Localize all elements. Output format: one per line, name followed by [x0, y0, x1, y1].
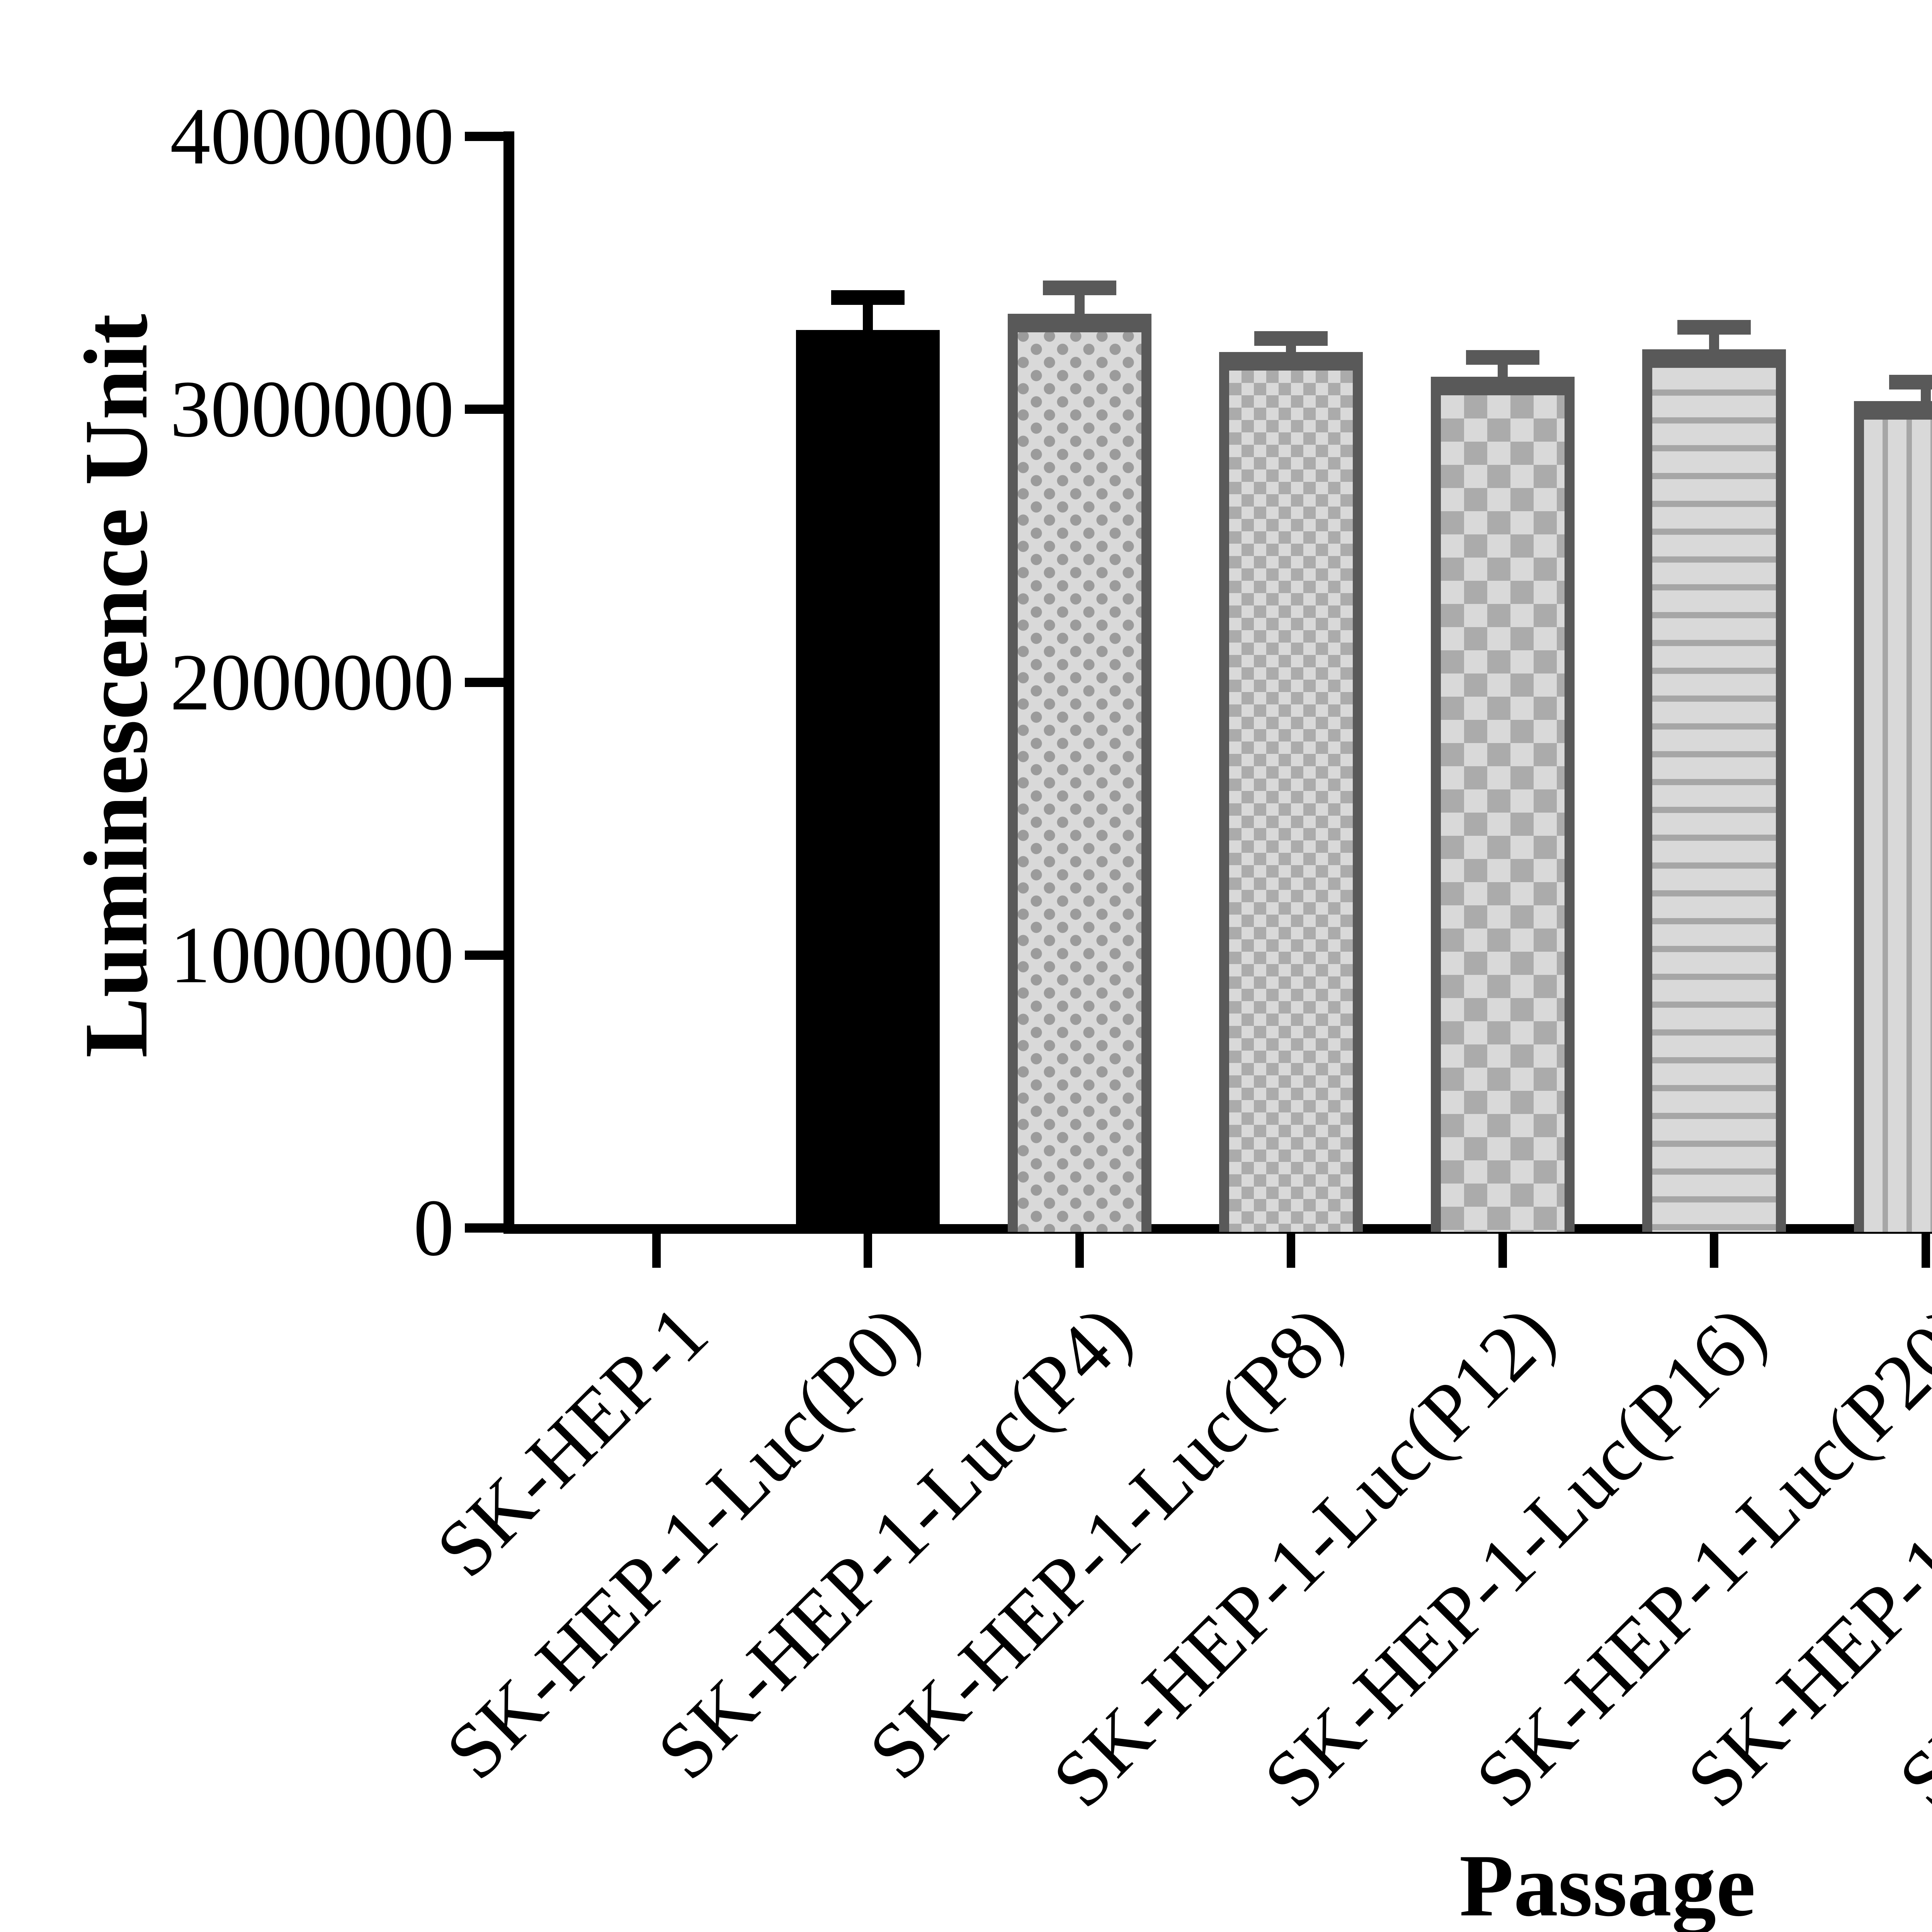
- error-bar-cap: [1043, 280, 1116, 295]
- y-tick: [465, 405, 503, 414]
- bar-SK-HEP-1-Luc(P16): [1642, 349, 1786, 1232]
- y-tick-label: 4000000: [170, 92, 454, 181]
- bar-SK-HEP-1-Luc(P4): [1007, 314, 1151, 1232]
- error-bar-cap: [1254, 331, 1328, 346]
- x-tick: [1075, 1234, 1084, 1268]
- y-tick: [465, 1223, 503, 1233]
- y-tick-label: 1000000: [170, 910, 454, 1000]
- x-tick: [1921, 1234, 1930, 1268]
- y-tick-label: 3000000: [170, 364, 454, 454]
- bar-SK-HEP-1-Luc(P8): [1219, 352, 1363, 1232]
- bar-SK-HEP-1-Luc(P20): [1854, 401, 1932, 1232]
- error-bar-cap: [1889, 374, 1932, 389]
- x-tick: [1710, 1234, 1718, 1268]
- y-tick-label: 2000000: [170, 637, 454, 727]
- error-bar-cap: [831, 290, 905, 305]
- error-bar-cap: [1466, 350, 1539, 365]
- bar-SK-HEP-1-Luc(P12): [1430, 376, 1575, 1232]
- y-tick-label: 0: [413, 1183, 454, 1273]
- x-tick: [1287, 1234, 1295, 1268]
- x-axis-title: Passage: [1459, 1836, 1756, 1932]
- y-axis-title: Luminescence Unit: [66, 314, 166, 1058]
- y-axis-line: [503, 131, 514, 1234]
- error-bar-cap: [1677, 320, 1751, 335]
- x-tick: [652, 1234, 661, 1268]
- x-tick: [864, 1234, 872, 1268]
- x-tick: [1498, 1234, 1507, 1268]
- y-tick: [465, 677, 503, 687]
- y-tick: [465, 132, 503, 141]
- bar-SK-HEP-1-Luc(P0): [796, 330, 940, 1232]
- y-tick: [465, 950, 503, 960]
